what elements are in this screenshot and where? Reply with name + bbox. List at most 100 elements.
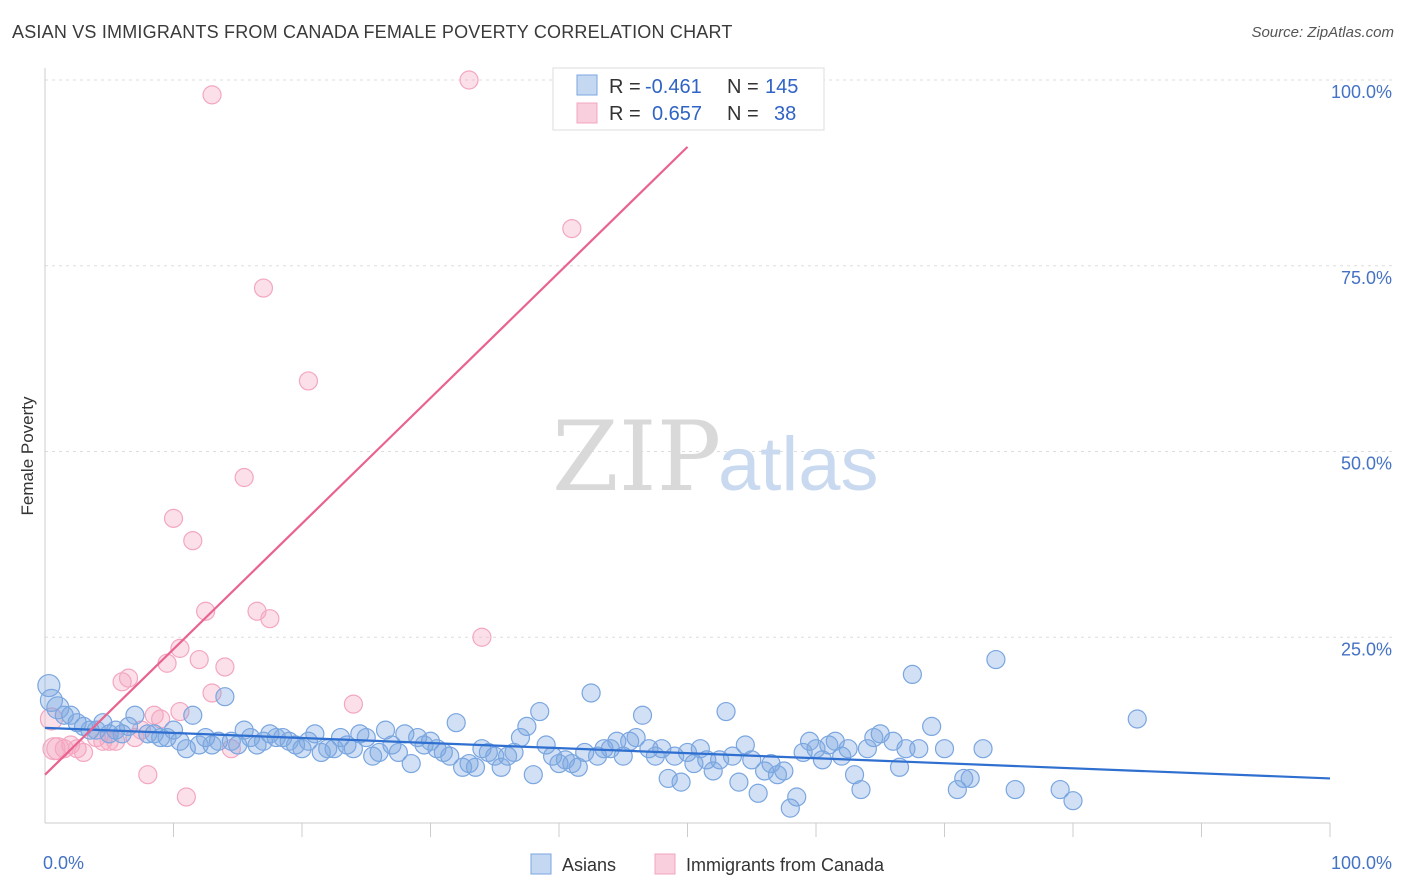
asian-point-136 (934, 739, 955, 759)
canada-point-24 (189, 649, 209, 670)
grid-lines (45, 79, 1392, 638)
asian-point-31 (241, 727, 261, 748)
asian-point-41 (305, 724, 325, 744)
canada-point-27 (202, 85, 222, 105)
asian-point-123 (832, 746, 852, 766)
asian-point-140 (973, 739, 993, 759)
stats-legend-swatch-canada (576, 102, 598, 124)
canada-point-30 (234, 467, 254, 488)
legend-swatch-asians (530, 853, 552, 875)
asian-point-74 (517, 716, 537, 737)
stats-n-value-asians: 145 (765, 76, 798, 98)
asians-points (37, 649, 1147, 818)
legend-swatch-canada (654, 853, 676, 875)
asian-point-39 (292, 739, 312, 759)
x-tick-label-start: 0.0% (43, 853, 84, 873)
trendlines (44, 146, 1331, 780)
canada-point-21 (170, 638, 190, 658)
canada-point-38 (562, 219, 582, 239)
asian-point-127 (857, 739, 878, 759)
asian-point-139 (960, 768, 980, 789)
asian-point-114 (774, 761, 794, 781)
asian-point-131 (889, 757, 910, 777)
stats-n-value-canada: 38 (774, 103, 796, 125)
stats-n-label-asians: N = (727, 76, 759, 98)
legend-label-asians: Asians (562, 855, 616, 875)
canada-point-2 (46, 737, 70, 761)
chart-source: Source: ZipAtlas.com (1251, 24, 1394, 41)
asian-point-141 (986, 649, 1006, 670)
asian-point-15 (138, 724, 158, 744)
canada-point-34 (298, 371, 319, 391)
canada-point-10 (106, 731, 126, 751)
bottom-legend: Asians Immigrants from Canada (530, 853, 885, 875)
asian-point-12 (112, 724, 132, 744)
canada-point-18 (157, 653, 177, 673)
stats-legend: R = -0.461 N = 145 R = 0.657 N = 38 (552, 67, 825, 131)
asian-point-62 (440, 746, 460, 766)
watermark-atlas: atlas (718, 422, 879, 507)
stats-r-value-canada: 0.657 (652, 103, 702, 125)
y-tick-label-50: 50.0% (1341, 454, 1392, 474)
asian-point-54 (388, 742, 408, 763)
canada-point-6 (73, 742, 94, 763)
canada-point-15 (138, 765, 158, 785)
asian-point-4 (61, 705, 81, 725)
asian-point-40 (298, 731, 319, 751)
canada-point-23 (183, 531, 203, 551)
canada-point-26 (202, 683, 222, 703)
y-tick-label-100: 100.0% (1331, 82, 1392, 102)
canada-point-35 (343, 694, 363, 714)
canada-point-22 (176, 787, 196, 807)
asian-point-137 (947, 779, 967, 800)
asian-point-111 (754, 761, 775, 781)
stats-legend-swatch-asians (576, 74, 598, 96)
x-tick-labels: 0.0% 100.0% (43, 853, 1392, 873)
asian-point-70 (491, 757, 511, 777)
asian-point-27 (215, 687, 235, 707)
asian-point-45 (330, 727, 351, 748)
canada-points (39, 70, 582, 807)
canada-point-12 (118, 668, 139, 688)
asian-point-0 (37, 673, 61, 698)
canada-point-37 (472, 627, 492, 647)
asian-point-19 (163, 720, 184, 740)
asian-point-110 (748, 783, 768, 803)
x-tick-label-end: 100.0% (1331, 853, 1392, 873)
asian-point-63 (446, 713, 466, 733)
watermark-zip: ZIP (552, 401, 721, 513)
canada-point-20 (170, 701, 190, 722)
asian-point-105 (716, 701, 736, 722)
canada-point-33 (260, 609, 280, 629)
asian-point-77 (536, 735, 556, 755)
canada-point-19 (163, 508, 184, 528)
asian-point-56 (401, 753, 421, 774)
asian-point-98 (671, 772, 691, 792)
y-tick-label-25: 25.0% (1341, 639, 1392, 659)
canada-point-32 (253, 278, 274, 298)
asian-point-142 (1005, 779, 1025, 800)
canada-trendline (44, 146, 689, 776)
asian-point-138 (954, 768, 974, 789)
asian-point-126 (851, 779, 871, 800)
canada-point-36 (459, 70, 479, 90)
asian-point-116 (787, 787, 807, 807)
asian-point-66 (465, 757, 486, 777)
stats-legend-box (552, 67, 825, 131)
asian-point-145 (1127, 709, 1147, 729)
asian-point-91 (626, 727, 646, 748)
y-tick-label-75: 75.0% (1341, 268, 1392, 288)
asian-point-14 (125, 705, 145, 725)
asian-point-84 (581, 683, 601, 703)
asian-point-76 (530, 701, 550, 722)
asian-point-143 (1050, 779, 1070, 800)
watermark: ZIP atlas (552, 401, 879, 513)
asian-point-96 (658, 768, 678, 789)
stats-n-label-canada: N = (727, 103, 759, 125)
asian-point-92 (632, 705, 653, 725)
chart-title: ASIAN VS IMMIGRANTS FROM CANADA FEMALE P… (12, 22, 733, 42)
asian-point-75 (523, 765, 543, 785)
asian-point-118 (799, 731, 820, 751)
legend-label-canada: Immigrants from Canada (686, 855, 885, 875)
